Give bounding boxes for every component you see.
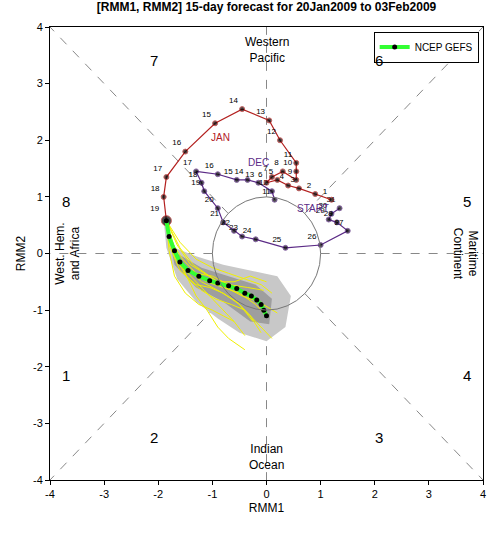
svg-text:12: 12 [267, 127, 276, 136]
svg-text:-3: -3 [99, 488, 109, 500]
svg-text:7: 7 [263, 164, 268, 173]
svg-text:23: 23 [229, 223, 238, 232]
svg-text:-1: -1 [207, 488, 217, 500]
svg-text:16: 16 [205, 161, 214, 170]
svg-text:[RMM1, RMM2] 15-day forecast f: [RMM1, RMM2] 15-day forecast for 20Jan20… [97, 0, 437, 14]
svg-text:12: 12 [259, 178, 268, 187]
svg-text:1: 1 [318, 488, 324, 500]
svg-text:26: 26 [308, 232, 317, 241]
svg-text:13: 13 [256, 107, 265, 116]
svg-text:25: 25 [272, 235, 281, 244]
svg-text:-2: -2 [153, 488, 163, 500]
svg-text:18: 18 [151, 184, 160, 193]
svg-text:3: 3 [290, 175, 295, 184]
svg-text:3: 3 [426, 488, 432, 500]
svg-text:8: 8 [274, 158, 279, 167]
svg-text:17: 17 [183, 158, 192, 167]
svg-text:8: 8 [62, 193, 70, 210]
svg-text:24: 24 [243, 226, 252, 235]
svg-text:21: 21 [210, 209, 219, 218]
svg-text:7: 7 [150, 52, 158, 69]
svg-text:2: 2 [150, 429, 158, 446]
svg-text:11: 11 [284, 150, 293, 159]
svg-text:-3: -3 [33, 417, 43, 429]
svg-text:29: 29 [316, 206, 325, 215]
svg-text:1: 1 [37, 191, 43, 203]
svg-text:9: 9 [288, 167, 293, 176]
svg-text:15: 15 [202, 110, 211, 119]
svg-text:11: 11 [262, 187, 271, 196]
svg-text:4: 4 [280, 172, 285, 181]
svg-text:20: 20 [205, 195, 214, 204]
svg-text:4: 4 [37, 21, 43, 33]
svg-text:3: 3 [37, 77, 43, 89]
svg-text:DEC: DEC [248, 157, 269, 168]
svg-text:27: 27 [335, 218, 344, 227]
svg-text:5: 5 [463, 193, 471, 210]
svg-text:4: 4 [463, 367, 471, 384]
svg-text:West. Hem.and Africa: West. Hem.and Africa [53, 222, 83, 284]
svg-text:2: 2 [37, 134, 43, 146]
svg-text:0: 0 [37, 247, 43, 259]
svg-text:-2: -2 [33, 361, 43, 373]
svg-text:RMM1: RMM1 [249, 501, 285, 515]
svg-text:28: 28 [324, 209, 333, 218]
svg-text:14: 14 [235, 167, 244, 176]
svg-text:RMM2: RMM2 [14, 236, 28, 272]
svg-text:13: 13 [245, 170, 254, 179]
svg-text:0: 0 [263, 488, 269, 500]
svg-text:1: 1 [62, 367, 70, 384]
svg-text:4: 4 [480, 488, 486, 500]
svg-text:WesternPacific: WesternPacific [245, 35, 289, 65]
svg-text:3: 3 [375, 429, 383, 446]
svg-text:17: 17 [153, 164, 162, 173]
svg-text:2: 2 [372, 488, 378, 500]
svg-text:30: 30 [318, 201, 327, 210]
svg-text:MaritimeContinent: MaritimeContinent [451, 228, 481, 280]
svg-text:IndianOcean: IndianOcean [249, 442, 284, 472]
svg-text:6: 6 [375, 52, 383, 69]
svg-text:START: START [297, 203, 329, 214]
svg-text:19: 19 [191, 178, 200, 187]
svg-text:NCEP GEFS: NCEP GEFS [415, 42, 473, 53]
svg-text:2: 2 [307, 181, 312, 190]
svg-text:10: 10 [283, 158, 292, 167]
svg-text:JAN: JAN [211, 132, 230, 143]
svg-text:22: 22 [221, 218, 230, 227]
svg-text:-1: -1 [33, 304, 43, 316]
svg-text:18: 18 [189, 170, 198, 179]
svg-text:-4: -4 [45, 488, 55, 500]
svg-text:16: 16 [172, 138, 181, 147]
svg-text:5: 5 [269, 167, 274, 176]
svg-text:31: 31 [327, 195, 336, 204]
svg-text:-4: -4 [33, 474, 43, 486]
svg-text:6: 6 [258, 170, 263, 179]
svg-text:19: 19 [150, 204, 159, 213]
svg-text:1: 1 [323, 187, 328, 196]
svg-text:15: 15 [224, 167, 233, 176]
svg-text:14: 14 [229, 96, 238, 105]
